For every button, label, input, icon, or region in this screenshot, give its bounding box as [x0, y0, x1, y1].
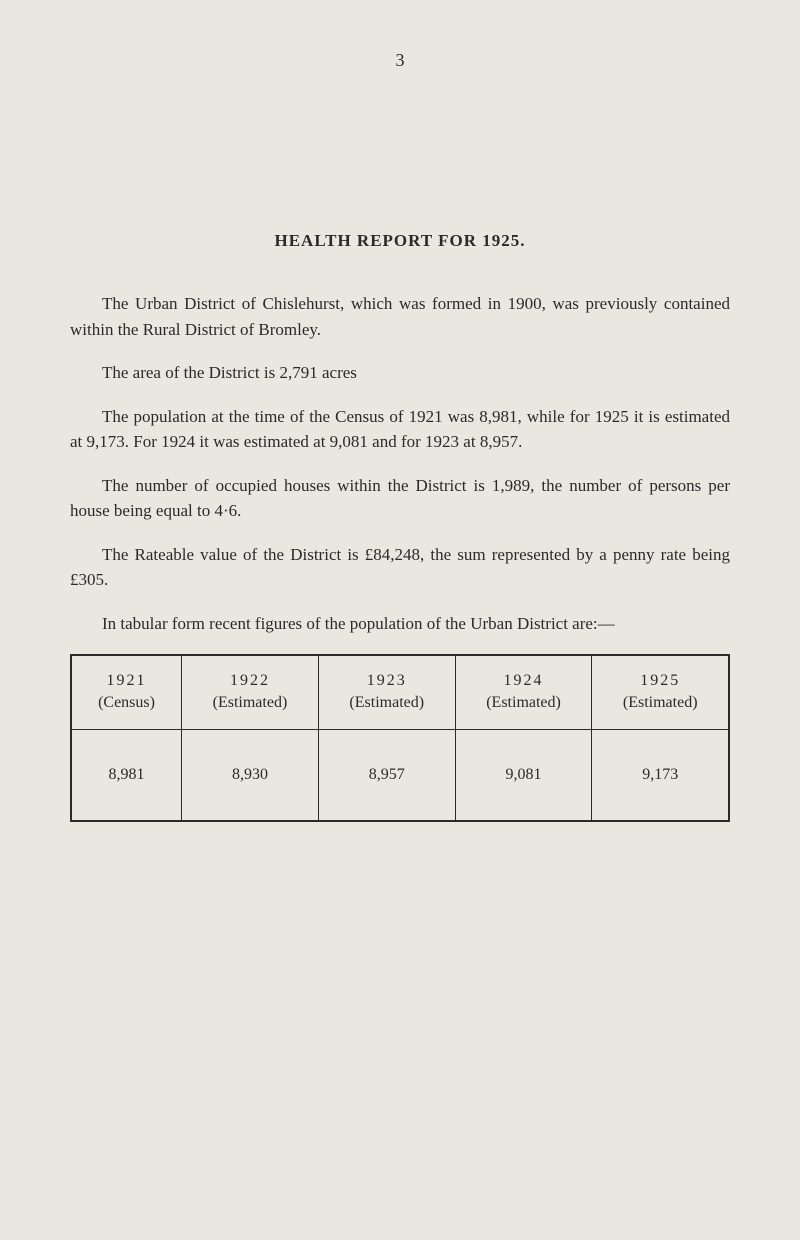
table-cell: 8,981 — [72, 729, 182, 820]
header-label: (Estimated) — [327, 692, 447, 714]
table-cell: 9,081 — [455, 729, 592, 820]
population-table: 1921 (Census) 1922 (Estimated) 1923 (Est… — [70, 654, 730, 822]
header-year: 1924 — [464, 670, 584, 692]
table-header-row: 1921 (Census) 1922 (Estimated) 1923 (Est… — [72, 656, 728, 729]
paragraph-3: The population at the time of the Census… — [70, 404, 730, 455]
header-year: 1921 — [80, 670, 173, 692]
paragraph-5: The Rateable value of the District is £8… — [70, 542, 730, 593]
table-header: 1924 (Estimated) — [455, 656, 592, 729]
paragraph-1: The Urban District of Chislehurst, which… — [70, 291, 730, 342]
header-year: 1925 — [600, 670, 720, 692]
header-label: (Census) — [80, 692, 173, 714]
table-cell: 8,930 — [182, 729, 319, 820]
report-title: HEALTH REPORT FOR 1925. — [70, 231, 730, 251]
page-number: 3 — [70, 50, 730, 71]
table-header: 1921 (Census) — [72, 656, 182, 729]
table-header: 1925 (Estimated) — [592, 656, 728, 729]
header-label: (Estimated) — [190, 692, 310, 714]
paragraph-4: The number of occupied houses within the… — [70, 473, 730, 524]
header-label: (Estimated) — [600, 692, 720, 714]
paragraph-2: The area of the District is 2,791 acres — [70, 360, 730, 386]
header-year: 1923 — [327, 670, 447, 692]
table-row: 8,981 8,930 8,957 9,081 9,173 — [72, 729, 728, 820]
table-header: 1923 (Estimated) — [318, 656, 455, 729]
header-label: (Estimated) — [464, 692, 584, 714]
table: 1921 (Census) 1922 (Estimated) 1923 (Est… — [72, 656, 728, 820]
header-year: 1922 — [190, 670, 310, 692]
table-cell: 8,957 — [318, 729, 455, 820]
table-cell: 9,173 — [592, 729, 728, 820]
paragraph-6: In tabular form recent figures of the po… — [70, 611, 730, 637]
table-header: 1922 (Estimated) — [182, 656, 319, 729]
